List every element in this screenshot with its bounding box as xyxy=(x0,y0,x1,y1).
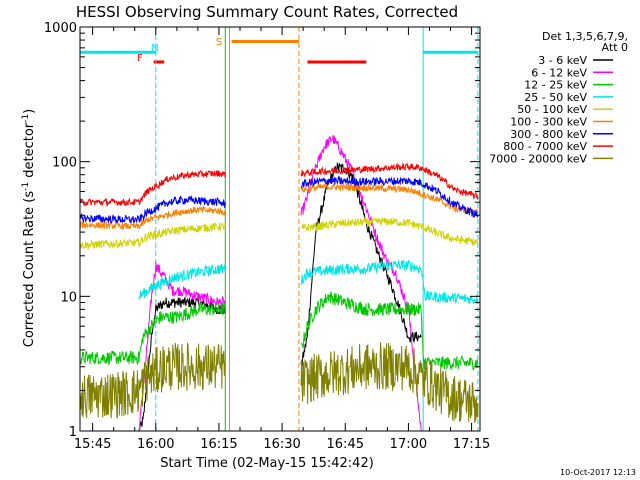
x-tick-label-5: 17:00 xyxy=(390,437,427,452)
legend-label-4: 50 - 100 keV xyxy=(517,103,587,116)
flag-label-0: F xyxy=(137,53,143,64)
chart-title: HESSI Observing Summary Count Rates, Cor… xyxy=(76,3,458,21)
y-tick-label-0: 1 xyxy=(69,425,77,440)
legend-label-2: 12 - 25 keV xyxy=(524,79,587,92)
series-line-4 xyxy=(79,217,479,251)
y-axis-label-sup-2: -1 xyxy=(21,114,31,123)
x-tick-label-1: 16:00 xyxy=(137,437,174,452)
y-tick-label-3: 1000 xyxy=(44,21,77,36)
legend-label-5: 100 - 300 keV xyxy=(510,116,587,129)
y-tick-label-2: 100 xyxy=(52,156,77,171)
y-axis-label-main: Corrected Count Rate (s xyxy=(22,191,37,348)
axes: 15:45 16:00 16:15 16:30 16:45 17:00 17:15 1 10 10… xyxy=(44,21,490,452)
x-tick-label-6: 17:15 xyxy=(453,437,490,452)
x-tick-label-4: 16:45 xyxy=(327,437,364,452)
y-axis-label-sup-1: -1 xyxy=(21,182,31,191)
legend-header-line-2: Att 0 xyxy=(602,41,628,54)
legend-label-3: 25 - 50 keV xyxy=(524,91,587,104)
flag-label-2: S xyxy=(216,37,222,48)
series-line-2 xyxy=(79,291,479,371)
legend-label-8: 7000 - 20000 keV xyxy=(489,152,587,165)
series-line-7 xyxy=(79,162,479,207)
y-axis-label-end: ) xyxy=(22,109,37,114)
footer-timestamp: 10-Oct-2017 12:13 xyxy=(560,468,636,477)
legend-label-1: 6 - 12 keV xyxy=(531,66,587,79)
x-axis-label: Start Time (02-May-15 15:42:42) xyxy=(160,456,374,471)
legend-header-line-1: Det 1,3,5,6,7,9, xyxy=(542,30,628,43)
series-lines xyxy=(79,135,479,432)
y-tick-label-1: 10 xyxy=(60,290,77,305)
flag-label-1: N xyxy=(151,43,158,54)
x-tick-label-0: 15:45 xyxy=(74,437,111,452)
y-axis-label-mid: detector xyxy=(22,122,37,182)
x-tick-label-2: 16:15 xyxy=(200,437,237,452)
x-tick-label-3: 16:30 xyxy=(263,437,300,452)
legend-label-7: 800 - 7000 keV xyxy=(503,140,587,153)
plot-frame xyxy=(79,26,481,432)
flag-labels: FN S xyxy=(137,37,222,64)
series-line-8 xyxy=(79,341,479,424)
series-line-3 xyxy=(138,259,479,305)
series-line-6 xyxy=(79,175,479,224)
legend-label-0: 3 - 6 keV xyxy=(538,54,587,67)
y-axis-label: Corrected Count Rate (s-1 detector-1) xyxy=(21,109,37,347)
legend-label-6: 300 - 800 keV xyxy=(510,128,587,141)
